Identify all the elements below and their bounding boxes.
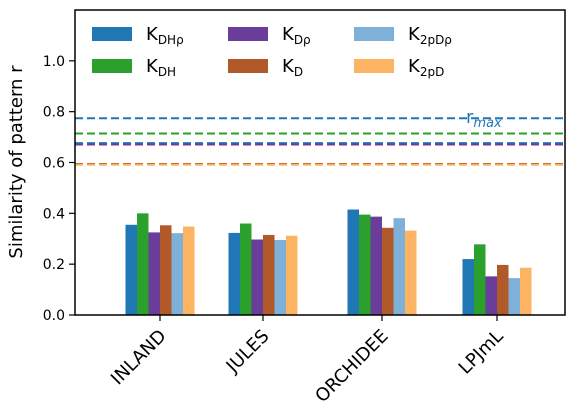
x-tick-label: INLAND bbox=[107, 326, 171, 390]
bar bbox=[125, 224, 137, 315]
rmax-annotation-main: r bbox=[466, 107, 474, 128]
bar bbox=[183, 226, 195, 315]
bar bbox=[393, 218, 405, 315]
bar bbox=[520, 267, 532, 315]
legend-label: K2pDρ bbox=[408, 24, 452, 47]
y-axis-label: Similarity of pattern r bbox=[6, 65, 27, 259]
bar bbox=[137, 213, 149, 315]
bar bbox=[171, 233, 183, 315]
bar bbox=[160, 225, 172, 315]
legend-swatch bbox=[92, 59, 132, 73]
bar bbox=[485, 276, 497, 315]
legend-label: K2pD bbox=[408, 56, 444, 79]
bar bbox=[274, 240, 286, 315]
bar bbox=[370, 216, 382, 315]
legend: KDHρ KDH KDρ KD K2pDρ K2pD bbox=[92, 24, 452, 79]
legend-label: KDHρ bbox=[146, 24, 184, 47]
legend-swatch bbox=[228, 59, 268, 73]
bar bbox=[474, 244, 486, 315]
y-tick-label: 0.4 bbox=[43, 206, 65, 222]
bar bbox=[240, 223, 252, 315]
legend-swatch bbox=[92, 27, 132, 41]
x-tick-label: ORCHIDEE bbox=[311, 326, 392, 407]
legend-label: KDH bbox=[146, 56, 176, 79]
bar bbox=[347, 209, 359, 315]
bar bbox=[286, 235, 298, 315]
y-tick-label: 0.0 bbox=[43, 308, 65, 324]
bar bbox=[359, 214, 371, 315]
bar bbox=[508, 278, 520, 315]
y-tick-label: 0.2 bbox=[43, 257, 65, 273]
legend-swatch bbox=[228, 27, 268, 41]
x-tick-label: JULES bbox=[222, 326, 274, 378]
y-tick-label: 1.0 bbox=[43, 54, 65, 70]
x-tick-label: LPJmL bbox=[455, 326, 508, 379]
legend-swatch bbox=[354, 27, 394, 41]
bar bbox=[497, 264, 509, 315]
x-axis-ticks: INLAND JULES ORCHIDEE LPJmL bbox=[107, 315, 508, 407]
bar bbox=[148, 232, 160, 315]
annotation-group: rmax bbox=[466, 107, 502, 131]
rmax-annotation: rmax bbox=[466, 107, 502, 131]
bar bbox=[405, 230, 417, 315]
bars bbox=[125, 209, 532, 315]
rmax-annotation-sub: max bbox=[473, 116, 502, 131]
reference-lines bbox=[75, 117, 565, 166]
bar bbox=[382, 227, 394, 315]
bar bbox=[462, 259, 474, 315]
bar bbox=[228, 232, 240, 315]
legend-label: KDρ bbox=[282, 24, 311, 47]
bar bbox=[263, 234, 275, 315]
legend-swatch bbox=[354, 59, 394, 73]
legend-label: KD bbox=[282, 56, 303, 79]
y-axis-ticks: 0.0 0.2 0.4 0.6 0.8 1.0 bbox=[43, 54, 75, 324]
y-tick-label: 0.6 bbox=[43, 156, 65, 172]
y-tick-label: 0.8 bbox=[43, 105, 65, 121]
bar bbox=[251, 239, 263, 315]
